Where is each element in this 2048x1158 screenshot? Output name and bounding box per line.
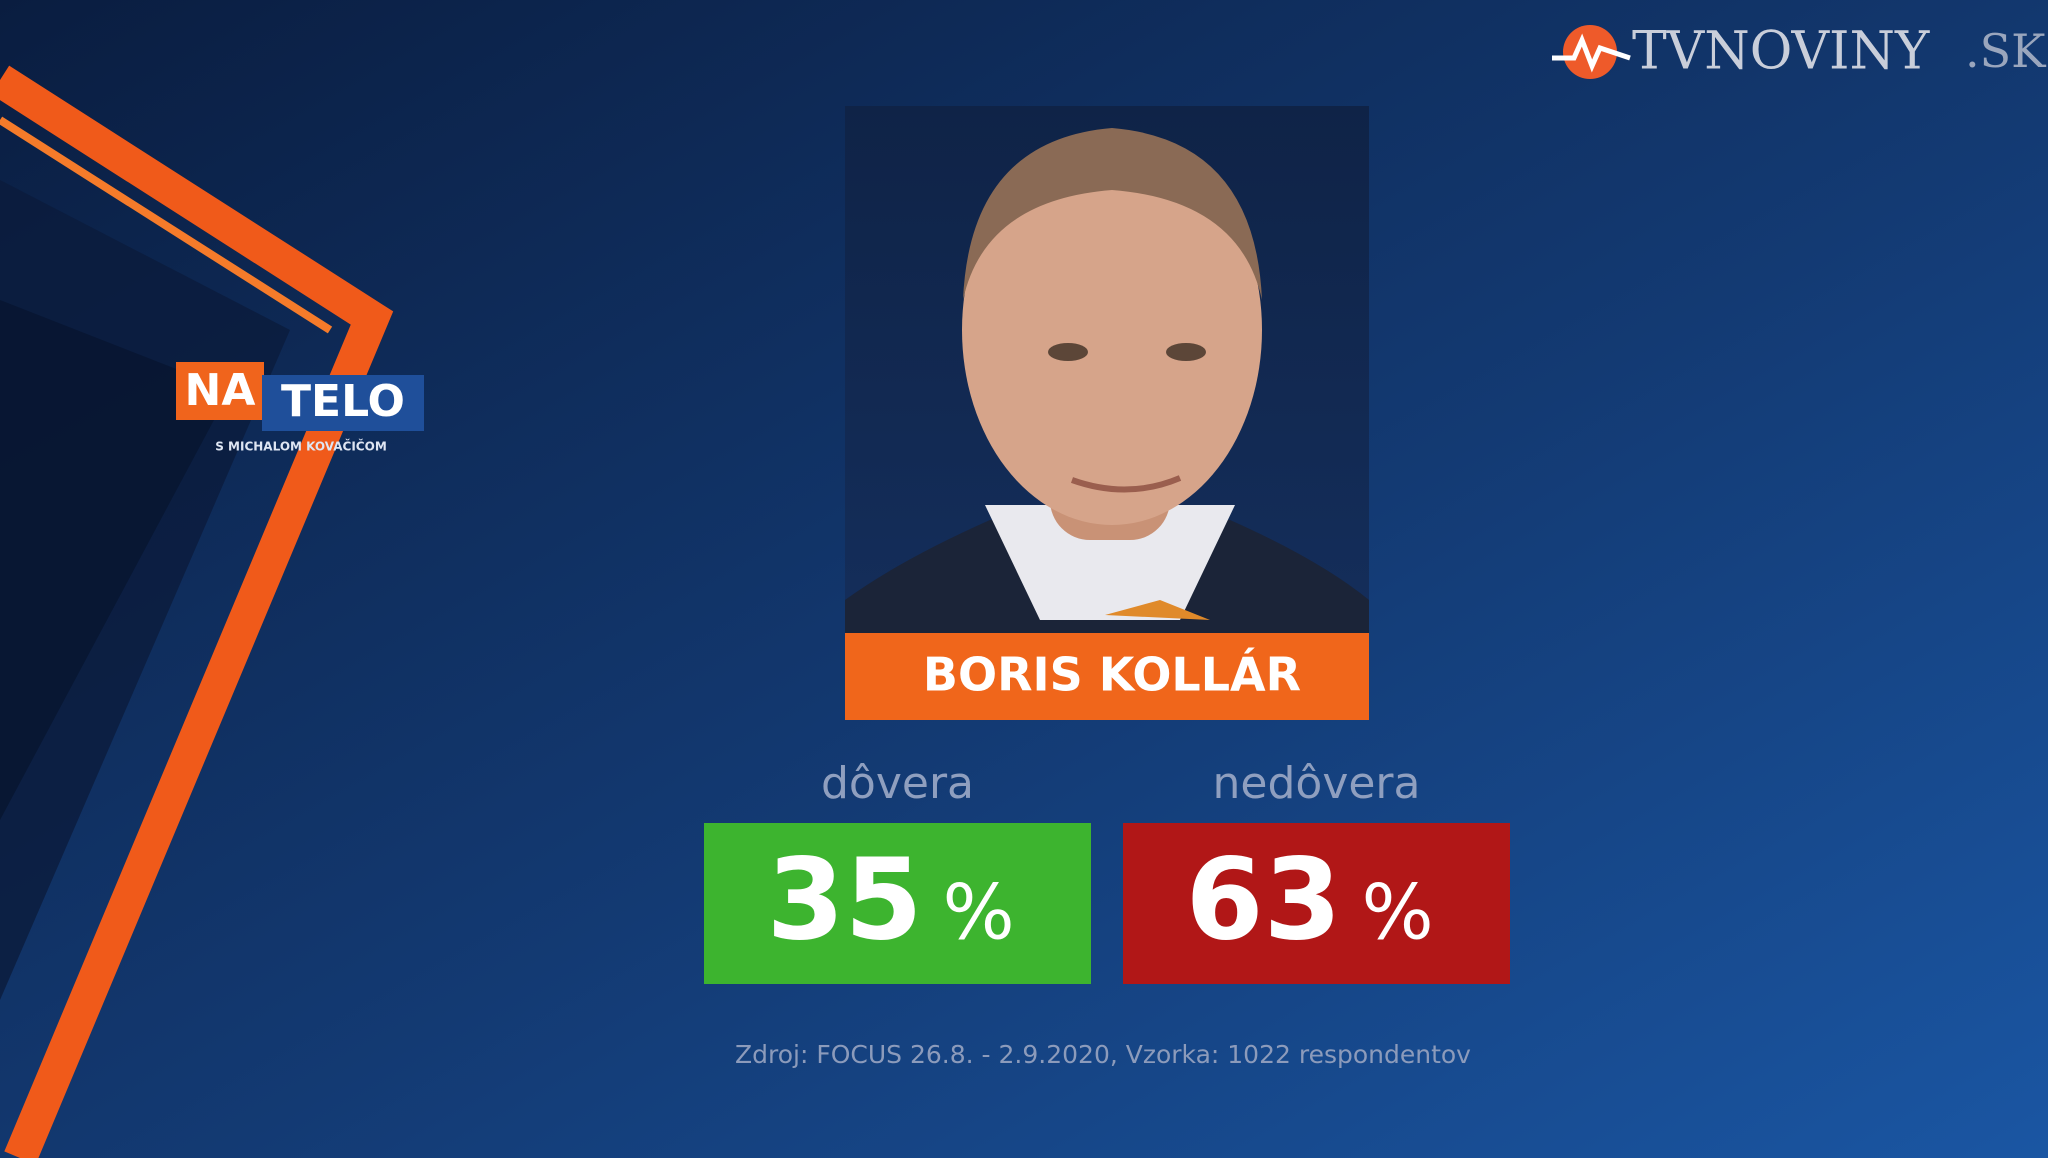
channel-logo: TVNOVINY .SK xyxy=(1552,22,2047,82)
channel-icon-wave xyxy=(1552,33,1631,73)
channel-name: TVNOVINY xyxy=(1632,22,1930,82)
show-logo: NA TELO S MICHALOM KOVAČIČOM xyxy=(176,362,424,454)
logo-na: NA xyxy=(185,365,256,416)
channel-domain: .SK xyxy=(1965,24,2047,78)
result-box xyxy=(1123,823,1510,984)
logo-box-telo xyxy=(262,375,424,431)
result-value: 35 xyxy=(767,835,923,965)
logo-telo: TELO xyxy=(281,376,405,427)
result-unit: % xyxy=(943,867,1015,956)
name-bar xyxy=(845,633,1369,720)
result-label: dôvera xyxy=(821,758,974,809)
source-note: Zdroj: FOCUS 26.8. - 2.9.2020, Vzorka: 1… xyxy=(735,1040,1471,1069)
person-name: BORIS KOLLÁR xyxy=(923,648,1301,702)
portrait xyxy=(845,106,1369,634)
logo-subtitle: S MICHALOM KOVAČIČOM xyxy=(215,439,387,454)
result-box xyxy=(704,823,1091,984)
result-value: 63 xyxy=(1186,835,1342,965)
result-unit: % xyxy=(1362,867,1434,956)
channel-icon xyxy=(1563,25,1617,79)
results: dôvera 35 % nedôvera 63% xyxy=(704,758,1510,984)
logo-box-na xyxy=(176,362,264,420)
result-label: nedôvera xyxy=(1213,758,1421,809)
